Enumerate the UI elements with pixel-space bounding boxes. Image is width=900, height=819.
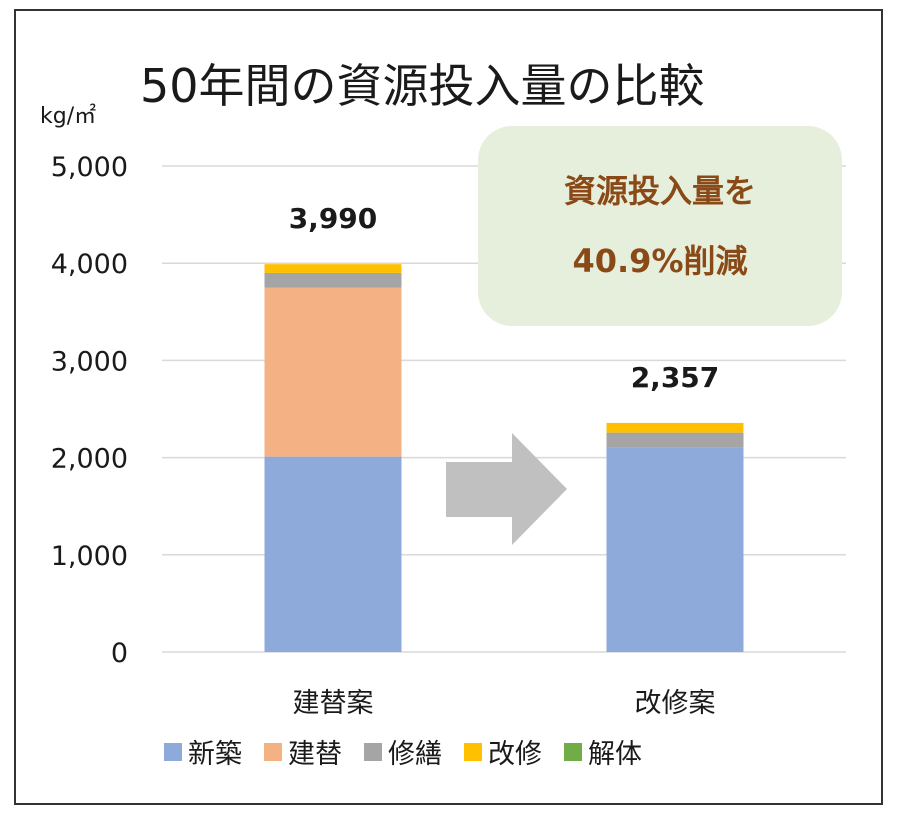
- bar-total-label: 2,357: [631, 361, 720, 394]
- right-arrow-icon: [446, 433, 567, 545]
- legend-item: 新築: [164, 732, 242, 771]
- bar-segment: [264, 287, 402, 457]
- y-tick-label: 5,000: [51, 152, 128, 183]
- reduction-callout: 資源投入量を 40.9%削減: [478, 126, 842, 326]
- legend-item: 解体: [564, 732, 642, 771]
- y-tick-label: 2,000: [51, 444, 128, 475]
- bar-segment: [606, 422, 744, 433]
- legend-swatch: [364, 742, 382, 761]
- bar-segment: [264, 264, 402, 273]
- callout-line-1: 資源投入量を: [563, 172, 756, 210]
- x-category-label: 建替案: [293, 688, 374, 719]
- bar-segment: [606, 447, 744, 652]
- callout-line-2: 40.9%削減: [572, 242, 748, 280]
- chart-title: 50年間の資源投入量の比較: [140, 59, 705, 113]
- chart-legend: 新築 建替 修繕 改修 解体: [164, 732, 642, 771]
- legend-label: 新築: [188, 739, 242, 770]
- bar-segment: [264, 272, 402, 288]
- y-tick-label: 3,000: [51, 346, 128, 377]
- bar-total-label: 3,990: [289, 202, 378, 235]
- legend-swatch: [164, 742, 182, 761]
- legend-label: 改修: [488, 739, 542, 770]
- legend-swatch: [564, 742, 582, 761]
- y-axis-unit-label: kg/㎡: [40, 98, 96, 130]
- legend-item: 修繕: [364, 732, 442, 771]
- y-tick-label: 4,000: [51, 249, 128, 280]
- legend-label: 建替: [288, 739, 342, 770]
- legend-item: 改修: [464, 732, 542, 771]
- x-category-label: 改修案: [635, 688, 716, 719]
- y-axis-unit-text: kg/㎡: [40, 104, 97, 129]
- bar-segment: [606, 432, 744, 448]
- legend-label: 解体: [588, 739, 642, 770]
- legend-swatch: [264, 742, 282, 761]
- bar-segment: [264, 456, 402, 652]
- legend-swatch: [464, 742, 482, 761]
- y-tick-label: 1,000: [51, 541, 128, 572]
- y-tick-label: 0: [111, 638, 128, 669]
- legend-label: 修繕: [388, 739, 442, 770]
- legend-item: 建替: [264, 732, 342, 771]
